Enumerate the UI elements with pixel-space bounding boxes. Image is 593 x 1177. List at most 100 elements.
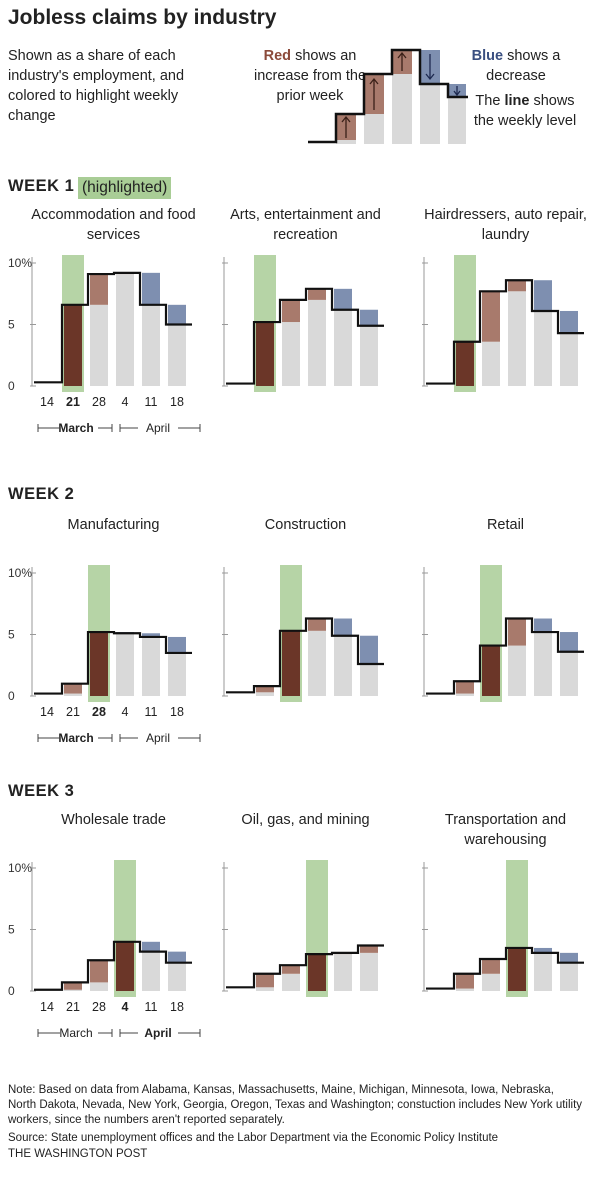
chart-title: Oil, gas, and mining xyxy=(241,812,370,828)
increase-bar xyxy=(64,683,82,694)
month-label-march: March xyxy=(58,421,93,435)
increase-bar xyxy=(482,291,500,342)
level-bar xyxy=(534,632,552,696)
level-bar xyxy=(168,962,186,991)
level-bar xyxy=(142,636,160,696)
weekly-level-line xyxy=(426,946,584,990)
legend-blue-desc: shows a decrease xyxy=(486,48,561,84)
highlighted-increase-bar xyxy=(64,304,82,386)
legend-red-text: Red shows an increase from the prior wee… xyxy=(250,46,370,106)
decrease-bar xyxy=(560,952,578,963)
highlighted-increase-bar xyxy=(90,632,108,696)
decrease-bar xyxy=(360,309,378,326)
level-bar xyxy=(560,333,578,386)
decrease-bar xyxy=(142,633,160,637)
week-1-heading: WEEK 1 xyxy=(8,177,75,195)
legend-bar-5 xyxy=(448,97,466,144)
week-3-heading: WEEK 3 xyxy=(8,782,75,800)
legend-bar-3 xyxy=(392,74,412,144)
decrease-bar xyxy=(142,941,160,952)
level-bar xyxy=(534,952,552,991)
level-bar xyxy=(560,651,578,696)
x-tick-label: 28 xyxy=(92,395,106,409)
increase-bar xyxy=(256,973,274,988)
chart-svg xyxy=(222,255,384,392)
chart-svg xyxy=(422,565,584,702)
decrease-bar xyxy=(534,280,552,311)
decrease-bar xyxy=(360,635,378,665)
increase-bar xyxy=(456,681,474,694)
legend-illustration xyxy=(308,48,468,144)
x-tick-label: 14 xyxy=(40,1000,54,1014)
chart-title: Wholesale trade xyxy=(61,812,166,828)
level-bar xyxy=(456,988,474,991)
x-tick-label: 18 xyxy=(170,705,184,719)
weekly-level-line xyxy=(226,617,384,694)
highlighted-increase-bar xyxy=(282,630,300,696)
weekly-level-line xyxy=(426,617,584,695)
level-bar xyxy=(168,324,186,386)
highlighted-increase-bar xyxy=(256,322,274,386)
chart-svg xyxy=(222,565,384,702)
chart-title: Construction xyxy=(264,517,347,533)
level-bar xyxy=(308,630,326,696)
level-bar xyxy=(482,973,500,991)
footnote: Note: Based on data from Alabama, Kansas… xyxy=(8,1084,583,1126)
y-tick-label: 5 xyxy=(8,318,15,332)
x-tick-label: 11 xyxy=(145,705,158,719)
decrease-bar xyxy=(168,636,186,653)
legend-line-word: line xyxy=(504,93,530,109)
decrease-bar xyxy=(168,304,186,325)
level-bar xyxy=(282,322,300,386)
legend-bar-4 xyxy=(420,84,440,144)
legend-blue-word: Blue xyxy=(471,48,504,64)
y-tick-label: 0 xyxy=(8,689,15,703)
legend-bar-2 xyxy=(364,114,384,144)
week-2-heading: WEEK 2 xyxy=(8,485,75,503)
level-bar xyxy=(142,951,160,991)
increase-bar xyxy=(256,686,274,693)
level-bar xyxy=(90,304,108,386)
chart-title: Hairdressers, auto repair, laundry xyxy=(424,207,587,243)
weekly-level-line xyxy=(34,271,192,384)
month-label-march: March xyxy=(59,1026,92,1040)
increase-bar xyxy=(90,274,108,305)
level-bar xyxy=(282,973,300,991)
decrease-bar xyxy=(168,951,186,963)
decrease-bar xyxy=(560,310,578,334)
level-bar xyxy=(560,962,578,991)
chart-svg xyxy=(422,255,584,392)
month-label-april: April xyxy=(144,1026,171,1040)
increase-bar xyxy=(456,973,474,989)
level-bar xyxy=(334,635,352,696)
x-tick-label: 21 xyxy=(66,705,80,719)
source-line: Source: State unemployment offices and t… xyxy=(8,1132,499,1144)
level-bar xyxy=(116,633,134,696)
legend-red-desc: shows an increase from the prior week xyxy=(253,48,367,104)
x-tick-label: 21 xyxy=(66,395,80,409)
decrease-bar xyxy=(534,618,552,633)
highlighted-increase-bar xyxy=(116,941,134,991)
chart-title: Retail xyxy=(486,517,525,533)
level-bar xyxy=(360,325,378,386)
chart-title: Accommodation and food services xyxy=(31,207,196,243)
increase-bar xyxy=(360,945,378,953)
decrease-bar xyxy=(334,618,352,636)
x-tick-label: 28 xyxy=(92,1000,106,1014)
x-tick-label: 18 xyxy=(170,1000,184,1014)
legend-line-text: The line shows the weekly level xyxy=(470,91,580,131)
level-bar xyxy=(142,304,160,386)
highlighted-increase-bar xyxy=(308,954,326,991)
x-tick-label: 18 xyxy=(170,395,184,409)
y-tick-label: 10% xyxy=(8,256,32,270)
increase-bar xyxy=(308,288,326,300)
level-bar xyxy=(508,291,526,386)
weekly-level-line xyxy=(226,287,384,385)
month-label-march: March xyxy=(58,731,93,745)
month-label-april: April xyxy=(146,731,170,745)
decrease-bar xyxy=(534,947,552,953)
credit-line: THE WASHINGTON POST xyxy=(8,1148,148,1160)
y-tick-label: 10% xyxy=(8,566,32,580)
decrease-bar xyxy=(142,272,160,305)
legend-down-arrow-icon xyxy=(425,54,461,97)
